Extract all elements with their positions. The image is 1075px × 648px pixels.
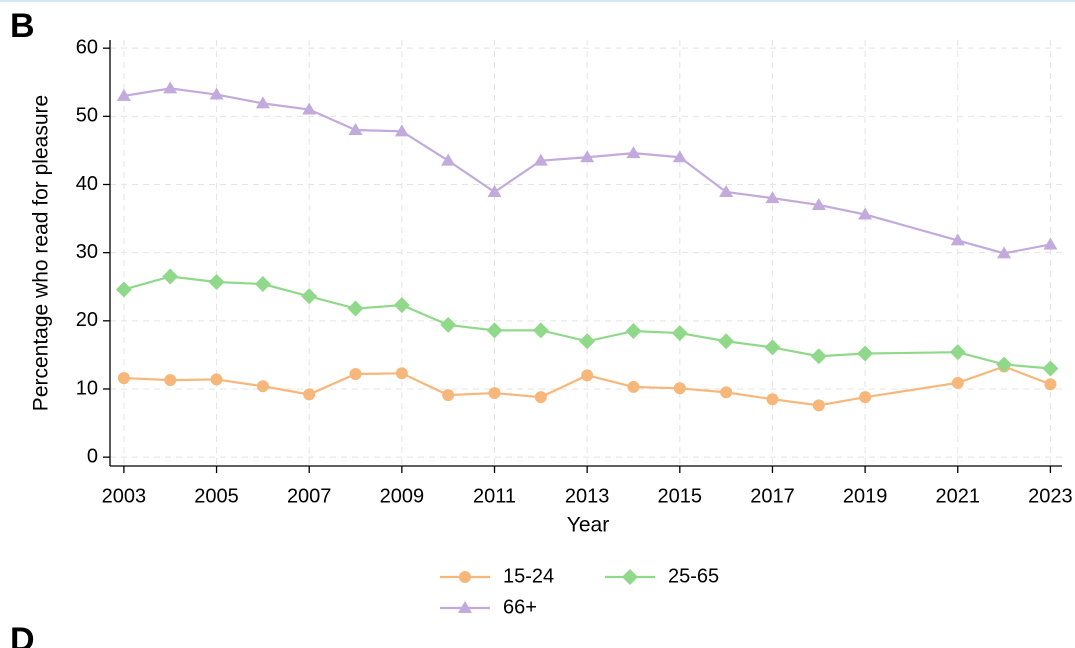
x-tick-label: 2021 bbox=[936, 485, 981, 507]
x-tick-label: 2019 bbox=[843, 485, 888, 507]
marker bbox=[163, 81, 178, 94]
x-tick-label: 2007 bbox=[287, 485, 332, 507]
panel-label: D bbox=[10, 621, 35, 648]
marker bbox=[858, 207, 873, 220]
marker bbox=[766, 393, 779, 406]
marker bbox=[812, 399, 825, 412]
grid bbox=[110, 40, 1062, 466]
marker bbox=[254, 276, 271, 293]
legend-label: 25-65 bbox=[668, 565, 719, 587]
x-tick-label: 2013 bbox=[565, 485, 610, 507]
marker bbox=[393, 297, 410, 314]
marker bbox=[719, 184, 734, 197]
marker bbox=[117, 372, 130, 385]
marker bbox=[209, 87, 224, 100]
x-tick-label: 2023 bbox=[1028, 485, 1073, 507]
y-tick-label: 60 bbox=[76, 36, 98, 58]
legend-label: 15-24 bbox=[503, 565, 554, 587]
marker bbox=[996, 356, 1013, 373]
marker bbox=[487, 184, 502, 197]
marker bbox=[441, 153, 456, 166]
marker bbox=[440, 316, 457, 333]
marker bbox=[581, 369, 594, 382]
marker bbox=[162, 268, 179, 285]
marker bbox=[673, 382, 686, 395]
marker bbox=[532, 322, 549, 339]
y-axis-title: Percentage who read for pleasure bbox=[30, 95, 53, 411]
marker bbox=[811, 197, 826, 210]
y-tick-label: 10 bbox=[76, 377, 98, 399]
marker bbox=[765, 191, 780, 204]
marker bbox=[210, 373, 223, 386]
marker bbox=[486, 322, 503, 339]
marker bbox=[256, 380, 269, 393]
marker bbox=[1043, 237, 1058, 250]
marker bbox=[718, 333, 735, 350]
marker bbox=[672, 150, 687, 163]
x-tick-label: 2011 bbox=[473, 485, 516, 507]
marker bbox=[534, 391, 547, 404]
marker bbox=[625, 323, 642, 340]
legend-marker bbox=[459, 571, 471, 583]
marker bbox=[859, 391, 872, 404]
marker bbox=[1044, 378, 1057, 391]
marker bbox=[720, 386, 733, 399]
y-tick-label: 50 bbox=[76, 105, 98, 127]
marker bbox=[997, 246, 1012, 259]
marker bbox=[671, 325, 688, 342]
marker bbox=[579, 333, 596, 350]
marker bbox=[857, 345, 874, 362]
y-tick-label: 20 bbox=[76, 309, 98, 331]
marker bbox=[764, 339, 781, 356]
marker bbox=[810, 348, 827, 365]
x-tick-label: 2003 bbox=[102, 485, 147, 507]
x-axis-title: Year bbox=[567, 514, 609, 537]
series-line bbox=[123, 275, 1051, 370]
marker bbox=[395, 367, 408, 380]
marker bbox=[302, 102, 317, 115]
marker bbox=[533, 153, 548, 166]
marker bbox=[116, 88, 131, 101]
marker bbox=[949, 344, 966, 361]
legend-label: 66+ bbox=[503, 596, 537, 618]
legend-marker bbox=[458, 601, 472, 613]
marker bbox=[301, 288, 318, 305]
series-line bbox=[123, 365, 1051, 407]
marker bbox=[627, 380, 640, 393]
marker bbox=[349, 367, 362, 380]
x-tick-label: 2015 bbox=[658, 485, 703, 507]
series-line bbox=[123, 87, 1051, 255]
marker bbox=[950, 233, 965, 246]
panel-label: B bbox=[10, 7, 35, 45]
marker bbox=[115, 281, 132, 298]
marker bbox=[348, 122, 363, 135]
marker bbox=[626, 146, 641, 159]
marker bbox=[951, 376, 964, 389]
marker bbox=[347, 300, 364, 317]
x-tick-label: 2009 bbox=[380, 485, 425, 507]
marker bbox=[580, 150, 595, 163]
marker bbox=[255, 96, 270, 109]
x-tick-label: 2017 bbox=[750, 485, 795, 507]
marker bbox=[208, 273, 225, 290]
marker bbox=[442, 389, 455, 402]
y-tick-label: 30 bbox=[76, 241, 98, 263]
marker bbox=[1042, 360, 1059, 377]
x-tick-label: 2005 bbox=[194, 485, 239, 507]
marker bbox=[164, 374, 177, 387]
marker bbox=[303, 388, 316, 401]
marker bbox=[394, 124, 409, 137]
y-tick-label: 40 bbox=[76, 173, 98, 195]
legend-marker bbox=[622, 569, 638, 585]
marker bbox=[488, 387, 501, 400]
y-tick-label: 0 bbox=[87, 445, 98, 467]
